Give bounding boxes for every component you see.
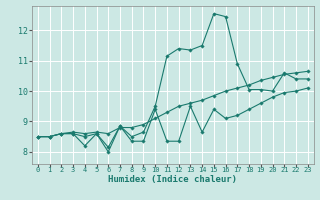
X-axis label: Humidex (Indice chaleur): Humidex (Indice chaleur) [108, 175, 237, 184]
